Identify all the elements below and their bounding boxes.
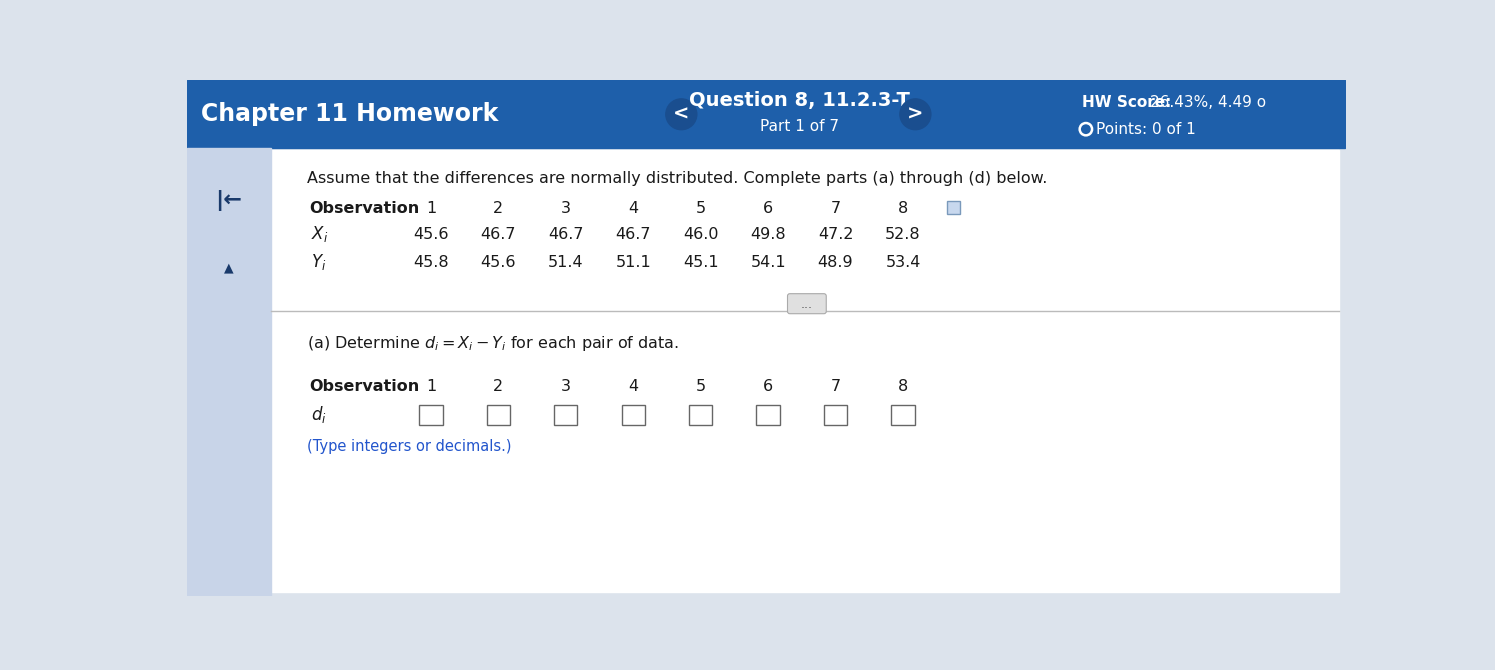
Text: 51.1: 51.1 [616, 255, 652, 269]
Text: 6: 6 [762, 201, 773, 216]
Text: 2: 2 [493, 201, 504, 216]
FancyBboxPatch shape [689, 405, 712, 425]
Text: $X_i$: $X_i$ [311, 224, 329, 245]
FancyBboxPatch shape [788, 293, 827, 314]
Text: >: > [907, 105, 924, 124]
Text: 3: 3 [561, 201, 571, 216]
Text: 52.8: 52.8 [885, 227, 921, 242]
Text: ...: ... [801, 298, 813, 311]
Bar [187, 148, 271, 596]
Text: 5: 5 [695, 379, 706, 393]
FancyBboxPatch shape [948, 200, 960, 214]
Circle shape [900, 99, 931, 130]
Text: 26.43%, 4.49 o: 26.43%, 4.49 o [1150, 94, 1266, 110]
Text: Observation: Observation [309, 201, 420, 216]
Text: 2: 2 [493, 379, 504, 393]
Text: 46.7: 46.7 [549, 227, 583, 242]
FancyBboxPatch shape [487, 405, 510, 425]
Text: 48.9: 48.9 [818, 255, 854, 269]
Text: 47.2: 47.2 [818, 227, 854, 242]
Text: 8: 8 [898, 379, 907, 393]
Text: 51.4: 51.4 [549, 255, 583, 269]
Text: HW Score:: HW Score: [1082, 94, 1177, 110]
Text: Chapter 11 Homework: Chapter 11 Homework [200, 103, 498, 126]
Text: Part 1 of 7: Part 1 of 7 [759, 119, 839, 134]
Text: 4: 4 [628, 379, 638, 393]
Text: 45.6: 45.6 [413, 227, 448, 242]
Text: (a) Determine $d_i = X_i - Y_i$ for each pair of data.: (a) Determine $d_i = X_i - Y_i$ for each… [306, 334, 679, 353]
Text: 45.8: 45.8 [413, 255, 448, 269]
FancyBboxPatch shape [756, 405, 780, 425]
Bar [187, 148, 1346, 596]
Text: 53.4: 53.4 [885, 255, 921, 269]
Text: (Type integers or decimals.): (Type integers or decimals.) [306, 440, 511, 454]
Text: 8: 8 [898, 201, 907, 216]
Text: Question 8, 11.2.3-T: Question 8, 11.2.3-T [689, 91, 909, 111]
Text: 7: 7 [831, 379, 840, 393]
FancyBboxPatch shape [891, 405, 915, 425]
Text: Points: 0 of 1: Points: 0 of 1 [1096, 122, 1196, 137]
Text: 49.8: 49.8 [750, 227, 786, 242]
Text: 4: 4 [628, 201, 638, 216]
Text: Assume that the differences are normally distributed. Complete parts (a) through: Assume that the differences are normally… [306, 172, 1048, 186]
Text: 1: 1 [426, 379, 437, 393]
Text: $Y_i$: $Y_i$ [311, 252, 326, 272]
Text: 45.6: 45.6 [481, 255, 516, 269]
Text: 46.7: 46.7 [616, 227, 650, 242]
Text: 3: 3 [561, 379, 571, 393]
Text: ▲: ▲ [224, 261, 233, 274]
Text: 45.1: 45.1 [683, 255, 719, 269]
Text: <: < [673, 105, 689, 124]
Text: 1: 1 [426, 201, 437, 216]
Text: |←: |← [215, 190, 242, 211]
FancyBboxPatch shape [420, 405, 443, 425]
Text: 5: 5 [695, 201, 706, 216]
Circle shape [665, 99, 697, 130]
FancyBboxPatch shape [555, 405, 577, 425]
Bar [271, 149, 1340, 592]
Bar [187, 80, 1346, 148]
Text: 46.0: 46.0 [683, 227, 719, 242]
Text: Observation: Observation [309, 379, 420, 393]
FancyBboxPatch shape [622, 405, 644, 425]
Text: $d_i$: $d_i$ [311, 404, 326, 425]
Text: 7: 7 [831, 201, 840, 216]
Text: 46.7: 46.7 [481, 227, 516, 242]
Text: 6: 6 [762, 379, 773, 393]
FancyBboxPatch shape [824, 405, 848, 425]
Text: 54.1: 54.1 [750, 255, 786, 269]
